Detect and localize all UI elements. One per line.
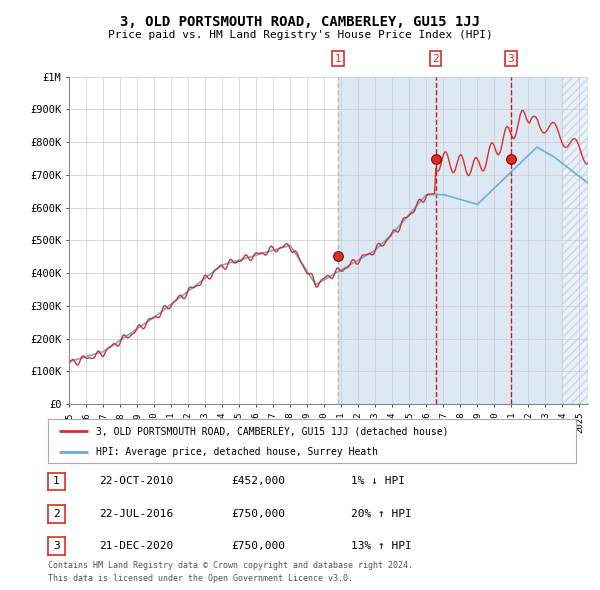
Text: 13% ↑ HPI: 13% ↑ HPI (351, 542, 412, 551)
Text: 2: 2 (433, 54, 439, 64)
Text: £750,000: £750,000 (231, 542, 285, 551)
Text: HPI: Average price, detached house, Surrey Heath: HPI: Average price, detached house, Surr… (95, 447, 377, 457)
Text: Price paid vs. HM Land Registry's House Price Index (HPI): Price paid vs. HM Land Registry's House … (107, 30, 493, 40)
Text: This data is licensed under the Open Government Licence v3.0.: This data is licensed under the Open Gov… (48, 574, 353, 583)
Text: £750,000: £750,000 (231, 509, 285, 519)
Text: 1: 1 (335, 54, 341, 64)
Text: 22-JUL-2016: 22-JUL-2016 (99, 509, 173, 519)
Text: 3, OLD PORTSMOUTH ROAD, CAMBERLEY, GU15 1JJ: 3, OLD PORTSMOUTH ROAD, CAMBERLEY, GU15 … (120, 15, 480, 29)
Text: 2: 2 (53, 509, 60, 519)
Text: £452,000: £452,000 (231, 477, 285, 486)
Text: 1: 1 (53, 477, 60, 486)
Text: 3: 3 (508, 54, 514, 64)
Text: 21-DEC-2020: 21-DEC-2020 (99, 542, 173, 551)
Text: 22-OCT-2010: 22-OCT-2010 (99, 477, 173, 486)
Bar (562, 77, 588, 404)
Text: 3: 3 (53, 542, 60, 551)
Text: Contains HM Land Registry data © Crown copyright and database right 2024.: Contains HM Land Registry data © Crown c… (48, 561, 413, 570)
Text: 1% ↓ HPI: 1% ↓ HPI (351, 477, 405, 486)
Text: 20% ↑ HPI: 20% ↑ HPI (351, 509, 412, 519)
Text: 3, OLD PORTSMOUTH ROAD, CAMBERLEY, GU15 1JJ (detached house): 3, OLD PORTSMOUTH ROAD, CAMBERLEY, GU15 … (95, 427, 448, 436)
Bar (338, 77, 562, 404)
